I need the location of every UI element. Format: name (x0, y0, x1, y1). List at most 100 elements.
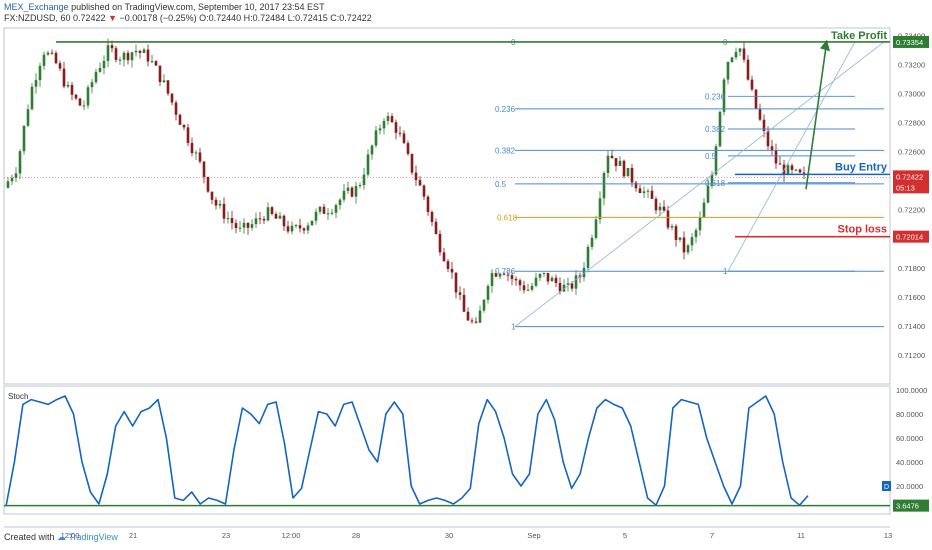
candle-body (366, 154, 370, 175)
candle-body (206, 176, 210, 192)
candle-body (686, 245, 690, 253)
candle-body (278, 215, 282, 219)
candle-body (406, 143, 410, 154)
candle-body (262, 218, 266, 221)
price-tick-label: 0.72200 (898, 206, 925, 215)
candle-body (734, 51, 738, 58)
candle-body (486, 285, 490, 300)
candle-body (74, 94, 78, 99)
candle-body (354, 186, 358, 197)
time-tick-label: 23 (222, 531, 230, 540)
candle-body (554, 277, 558, 283)
candle-body (634, 182, 638, 189)
candle-body (254, 218, 258, 225)
candle-body (162, 80, 166, 83)
candle-body (682, 237, 686, 253)
candle-body (122, 52, 126, 60)
candle-body (62, 68, 66, 87)
candle-body (170, 93, 174, 103)
candle-body (614, 158, 618, 166)
time-tick-label: 11 (797, 531, 805, 540)
stoch-tick-label: 40.0000 (896, 458, 923, 467)
candle-body (514, 278, 518, 281)
candle-body (714, 146, 718, 175)
candle-body (342, 190, 346, 200)
fib-small-label: 0.618 (705, 179, 726, 188)
candle-body (202, 161, 206, 177)
time-tick-label: 5 (623, 531, 627, 540)
fib-trend-line (514, 41, 885, 327)
candle-body (106, 45, 110, 61)
candle-body (6, 181, 10, 188)
tradingview-brand[interactable]: TradingView (68, 532, 118, 542)
candle-body (474, 321, 478, 323)
candle-body (750, 79, 754, 90)
candle-body (250, 224, 254, 228)
candle-body (186, 127, 190, 143)
candle-body (654, 198, 658, 211)
publisher-link[interactable]: MEX_Exchange (4, 2, 69, 12)
candle-body (510, 275, 514, 279)
price-tick-label: 0.71600 (898, 293, 925, 302)
stop-loss-badge-bg (893, 230, 929, 243)
candle-body (706, 185, 710, 203)
candle-body (394, 122, 398, 133)
price-tick-label: 0.73400 (898, 31, 925, 40)
candle-body (422, 185, 426, 197)
candle-body (770, 146, 774, 150)
candle-body (802, 172, 806, 174)
stoch-current-badge: 3.6476 (896, 502, 919, 511)
candle-body (746, 59, 750, 80)
candle-body (314, 211, 318, 221)
buy-entry-label: Buy Entry (835, 161, 888, 173)
candle-body (506, 274, 510, 276)
candle-body (134, 50, 138, 53)
candle-body (762, 119, 766, 132)
fib-small-label: 1 (723, 267, 728, 276)
stoch-line (5, 395, 809, 507)
published-text: published on TradingView.com, September … (71, 2, 325, 12)
candle-body (386, 116, 390, 121)
candle-body (794, 169, 798, 171)
candle-body (118, 59, 122, 61)
time-tick-label: 30 (445, 531, 453, 540)
candle-body (446, 261, 450, 269)
candle-body (138, 50, 142, 53)
fib-level-label: 0.236 (495, 105, 516, 114)
candle-body (442, 252, 446, 262)
candle-body (382, 120, 386, 129)
candle-body (738, 48, 742, 52)
candle-body (650, 190, 654, 199)
candle-body (698, 217, 702, 231)
candle-body (190, 142, 194, 154)
candle-body (718, 111, 722, 147)
time-tick-label: 13 (884, 531, 892, 540)
candle-body (450, 268, 454, 273)
candle-body (154, 61, 158, 66)
candle-body (182, 124, 186, 128)
stoch-pane (3, 385, 891, 515)
candle-body (230, 218, 234, 224)
candle-body (582, 267, 586, 278)
candle-body (522, 285, 526, 291)
candle-body (754, 89, 758, 109)
take-profit-badge: 0.73354 (896, 38, 923, 47)
candle-body (646, 190, 650, 192)
candle-body (346, 187, 350, 191)
candle-body (426, 196, 430, 212)
candle-body (398, 132, 402, 134)
candle-body (742, 48, 746, 60)
candle-body (606, 155, 610, 173)
candle-body (10, 177, 14, 182)
candle-body (358, 185, 362, 187)
candle-body (530, 285, 534, 290)
candle-body (22, 125, 26, 152)
candle-body (710, 174, 714, 186)
candle-body (374, 130, 378, 146)
candle-body (298, 225, 302, 229)
candle-body (174, 102, 178, 115)
time-tick-label: 28 (352, 531, 360, 540)
fib-level-label: 0.786 (495, 267, 516, 276)
fib-level-label: 0.5 (495, 180, 507, 189)
